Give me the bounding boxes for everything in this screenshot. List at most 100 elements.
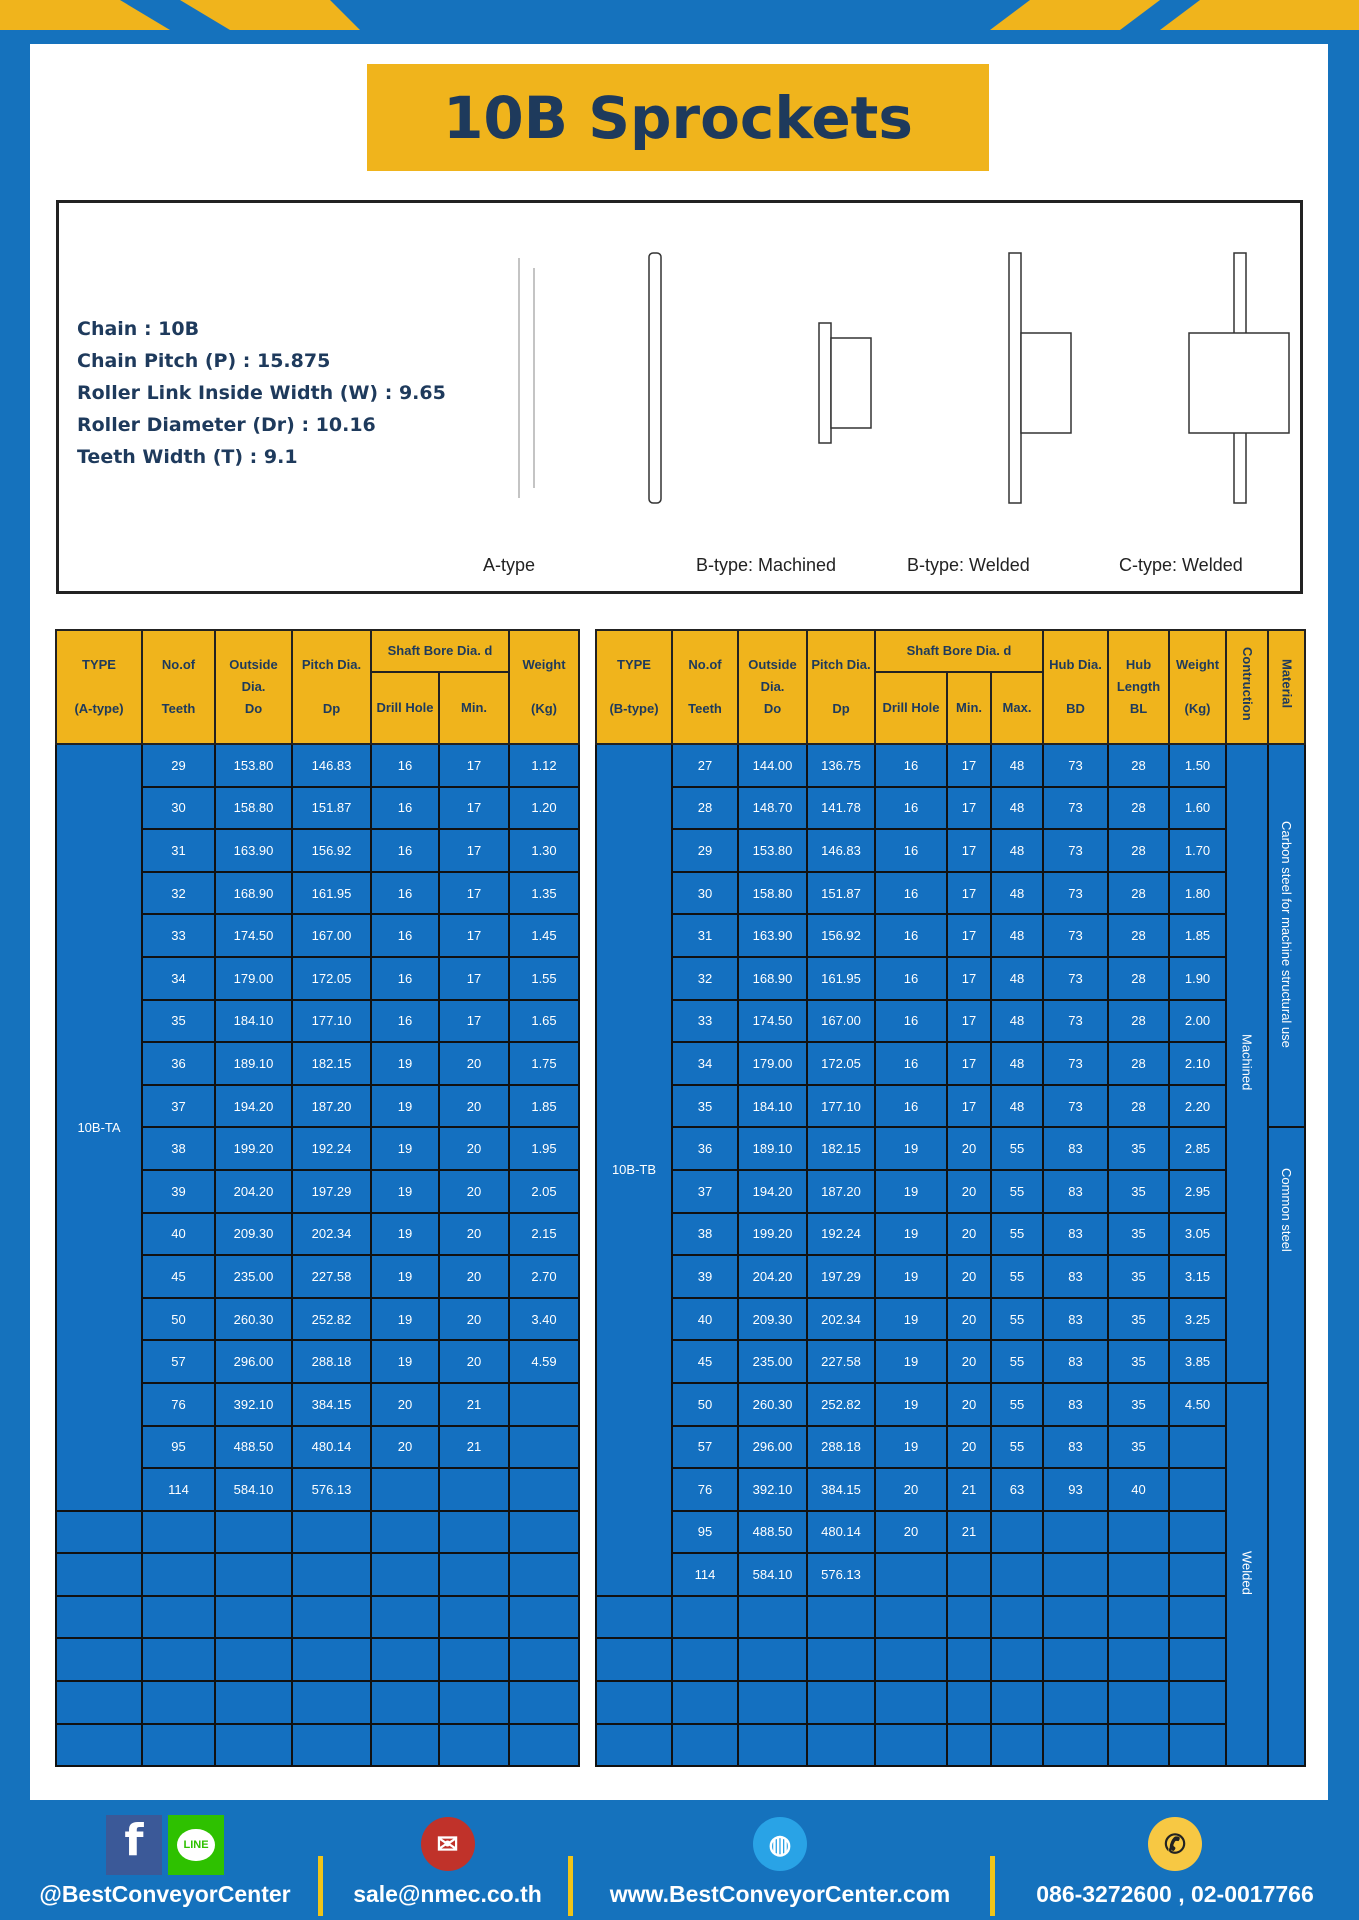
email-address[interactable]: sale@nmec.co.th (353, 1881, 542, 1907)
table-cell (291, 1509, 372, 1555)
table-cell (370, 1594, 440, 1640)
table-row (55, 1680, 580, 1725)
table-cell: 172.05 (291, 955, 372, 1001)
footer-email[interactable]: ✉ sale@nmec.co.th (330, 1800, 565, 1920)
table-cell: 16 (874, 743, 948, 788)
line-icon[interactable]: LINE (168, 1815, 224, 1875)
globe-icon: ◍ (753, 1817, 807, 1871)
table-cell (1107, 1552, 1171, 1597)
table-row: 57 296.00 288.18 19 20 4.59 (56, 1339, 580, 1384)
table-cell (291, 1680, 372, 1725)
table-cell: 33 (141, 913, 216, 958)
table-cell: 151.87 (291, 785, 372, 831)
table-cell: 153.80 (737, 828, 808, 873)
table-row: 30 158.80 151.87 16 17 48 73 28 1.80 (596, 870, 1305, 916)
table-cell (370, 1467, 440, 1512)
table-cell: 576.13 (806, 1552, 876, 1597)
label-a-type: A-type (483, 555, 536, 575)
table-cell: 1.90 (1168, 955, 1228, 1001)
table-cell (508, 1680, 580, 1725)
table-cell: 55 (989, 1296, 1045, 1342)
table-cell: 40 (1107, 1467, 1171, 1512)
table-cell (874, 1594, 948, 1640)
table-cell: 182.15 (291, 1041, 372, 1086)
table-cell: 83 (1042, 1381, 1110, 1427)
table-cell: 93 (1042, 1467, 1110, 1512)
sprocket-drawings (518, 252, 1290, 504)
label-b-machined: B-type: Machined (696, 555, 837, 575)
phone-numbers[interactable]: 086-3272600 , 02-0017766 (1036, 1881, 1314, 1907)
table-cell (1042, 1637, 1110, 1683)
table-cell (946, 1680, 992, 1725)
table-cell: 2.15 (508, 1211, 580, 1257)
table-cell: 17 (438, 955, 510, 1001)
table-cell: 392.10 (214, 1381, 293, 1427)
table-cell (291, 1594, 372, 1640)
table-cell (1168, 1637, 1228, 1683)
table-cell: 182.15 (806, 1126, 876, 1171)
table-row: 38 199.20 192.24 19 20 1.95 (56, 1126, 580, 1171)
empty-cell (55, 1509, 143, 1555)
table-cell: 16 (874, 785, 948, 831)
table-row: 33 174.50 167.00 16 17 48 73 28 2.00 (596, 998, 1305, 1044)
table-cell: 167.00 (291, 913, 372, 958)
empty-cell (595, 1722, 673, 1768)
table-cell (141, 1637, 216, 1683)
table-cell (1168, 1722, 1228, 1768)
header-outside-dia: Outside Dia. Do (214, 629, 293, 745)
facebook-icon[interactable]: f (106, 1815, 162, 1875)
table-cell: 146.83 (806, 828, 876, 873)
table-row: 33 174.50 167.00 16 17 1.45 (56, 913, 580, 958)
table-cell: 48 (989, 955, 1045, 1001)
table-cell: 187.20 (806, 1168, 876, 1214)
table-cell: 187.20 (291, 1083, 372, 1129)
table-cell: 296.00 (737, 1424, 808, 1470)
table-cell: 35 (671, 1083, 739, 1129)
table-cell: 16 (874, 955, 948, 1001)
header-hub-length: Hub Length BL (1107, 629, 1171, 745)
social-handle[interactable]: @BestConveyorCenter (39, 1881, 291, 1907)
table-cell: 153.80 (214, 743, 293, 788)
footer-website[interactable]: ◍ www.BestConveyorCenter.com (580, 1800, 980, 1920)
b-welded-sprocket (1020, 332, 1072, 434)
table-row: 37 194.20 187.20 19 20 55 83 35 2.95 (596, 1168, 1305, 1214)
table-cell (1168, 1467, 1228, 1512)
table-cell (141, 1722, 216, 1768)
table-cell: 4.59 (508, 1339, 580, 1384)
table-cell: 177.10 (806, 1083, 876, 1129)
table-cell: 17 (438, 743, 510, 788)
header-type: TYPE (B-type) (595, 629, 673, 745)
table-cell: 73 (1042, 998, 1110, 1044)
table-cell: 158.80 (737, 870, 808, 916)
table-cell: 296.00 (214, 1339, 293, 1384)
footer-phone[interactable]: ✆ 086-3272600 , 02-0017766 (1000, 1800, 1350, 1920)
page-title: 10B Sprockets (367, 64, 989, 171)
label-c-welded: C-type: Welded (1119, 555, 1243, 575)
table-row: 35 184.10 177.10 16 17 48 73 28 2.20 (596, 1083, 1305, 1129)
footer: f LINE @BestConveyorCenter ✉ sale@nmec.c… (0, 1800, 1359, 1920)
table-cell: 174.50 (214, 913, 293, 958)
table-cell (508, 1509, 580, 1555)
table-cell: 1.50 (1168, 743, 1228, 788)
table-cell (1107, 1509, 1171, 1555)
table-cell: 20 (946, 1424, 992, 1470)
empty-cell (55, 1552, 143, 1597)
b-machined-sprocket (830, 337, 872, 429)
table-row: 76 392.10 384.15 20 21 (56, 1381, 580, 1427)
table-cell (806, 1680, 876, 1725)
table-cell: 95 (671, 1509, 739, 1555)
table-cell: 19 (370, 1296, 440, 1342)
table-cell: 73 (1042, 785, 1110, 831)
table-cell (1042, 1722, 1110, 1768)
table-cell: 209.30 (214, 1211, 293, 1257)
table-cell: 488.50 (214, 1424, 293, 1470)
website-link[interactable]: www.BestConveyorCenter.com (609, 1881, 951, 1907)
table-cell (737, 1594, 808, 1640)
table-cell: 1.75 (508, 1041, 580, 1086)
table-cell: 192.24 (291, 1126, 372, 1171)
table-row: 39 204.20 197.29 19 20 55 83 35 3.15 (596, 1254, 1305, 1299)
table-row (55, 1552, 580, 1597)
table-cell: 19 (370, 1254, 440, 1299)
table-cell: 50 (671, 1381, 739, 1427)
footer-social[interactable]: f LINE @BestConveyorCenter (20, 1800, 310, 1920)
